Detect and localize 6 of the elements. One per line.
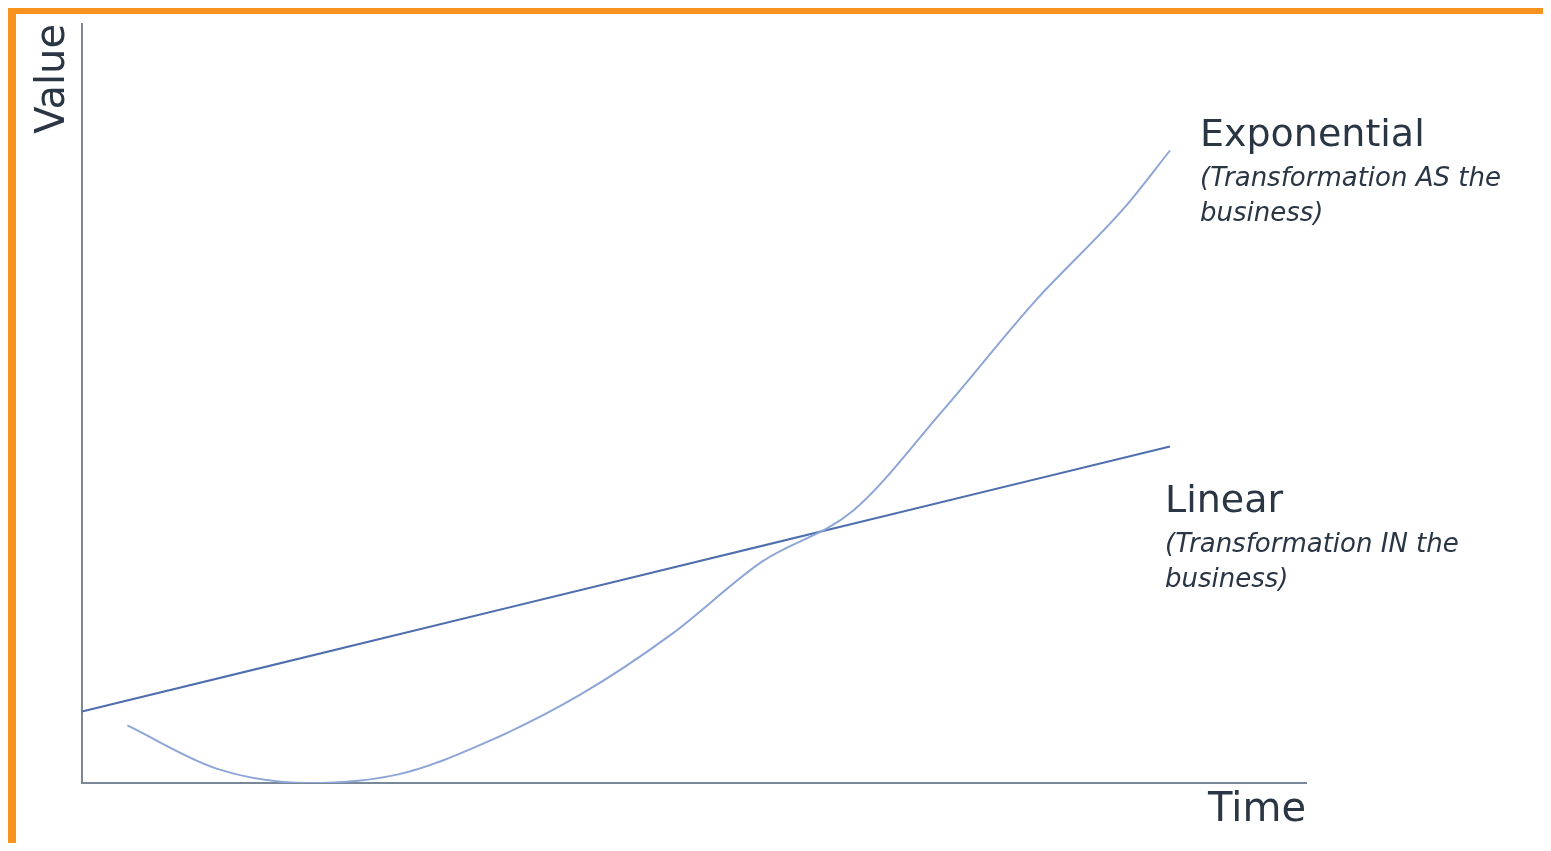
annotation: (Transformation IN the business) [1165,527,1459,593]
series-label: Exponential [1200,110,1425,155]
annotation: (Transformation AS the business) [1200,161,1501,227]
x-axis-title: Time [1207,784,1306,831]
y-axis-title: Value [27,24,74,134]
series-label: Linear [1165,476,1284,521]
